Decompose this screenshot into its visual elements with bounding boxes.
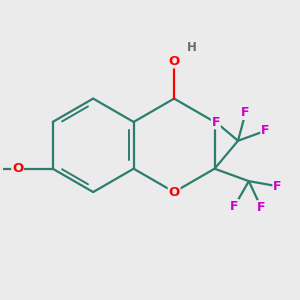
Text: F: F xyxy=(257,201,265,214)
Text: F: F xyxy=(273,180,282,193)
Text: F: F xyxy=(241,106,250,119)
Text: O: O xyxy=(169,55,180,68)
Text: O: O xyxy=(169,186,180,199)
Text: F: F xyxy=(212,116,220,129)
Text: F: F xyxy=(230,200,238,213)
Text: O: O xyxy=(12,162,23,175)
Text: F: F xyxy=(261,124,269,137)
Text: H: H xyxy=(187,41,197,54)
